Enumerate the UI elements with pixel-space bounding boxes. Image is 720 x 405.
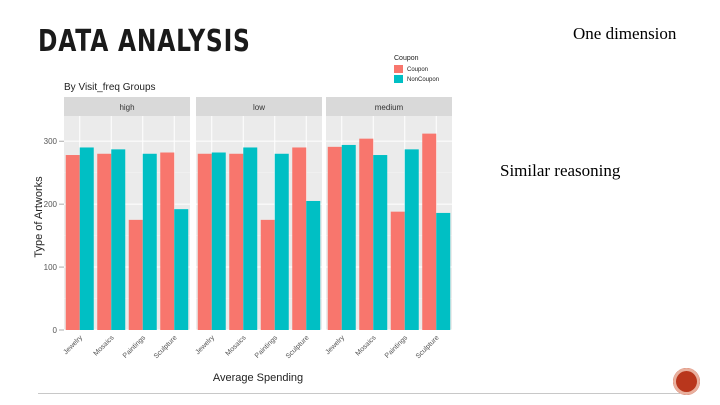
x-tick-label: Jewelry [324, 334, 346, 356]
bar-coupon-high-paintings [128, 219, 143, 330]
x-tick-label: Mosaics [225, 334, 248, 357]
facet-label-low: low [253, 103, 265, 112]
y-tick-label: 300 [44, 137, 58, 146]
legend-entry-coupon: Coupon [407, 67, 428, 73]
footer-divider [38, 393, 680, 394]
facet-strip [326, 97, 452, 116]
y-tick-label: 100 [44, 263, 58, 272]
bar-coupon-medium-paintings [390, 211, 405, 330]
bar-coupon-high-mosaics [97, 153, 112, 330]
y-axis-label: Type of Artworks [33, 176, 45, 258]
x-tick-label: Paintings [254, 334, 280, 360]
bar-noncoupon-medium-paintings [404, 149, 419, 330]
bar-coupon-low-mosaics [229, 153, 244, 330]
next-slide-circle-icon[interactable] [673, 368, 700, 395]
bar-noncoupon-low-sculpture [306, 200, 321, 330]
legend-entry-noncoupon: NonCoupon [407, 77, 439, 83]
chart-subtitle: By Visit_freq Groups [64, 82, 156, 93]
bar-noncoupon-medium-mosaics [373, 155, 388, 330]
facet-strip [64, 97, 190, 116]
side-note-similar-reasoning: Similar reasoning [500, 161, 621, 180]
bar-coupon-low-paintings [260, 219, 275, 330]
x-tick-label: Sculpture [415, 334, 441, 360]
facet-label-medium: medium [375, 103, 404, 112]
facet-label-high: high [119, 103, 134, 112]
x-tick-label: Paintings [122, 334, 148, 360]
bar-coupon-medium-jewelry [327, 146, 342, 330]
legend-swatch-noncoupon [394, 75, 403, 83]
bar-noncoupon-medium-jewelry [341, 144, 356, 330]
facet-strip [196, 97, 322, 116]
x-tick-label: Paintings [384, 334, 410, 360]
bar-coupon-low-jewelry [197, 153, 212, 330]
x-tick-label: Mosaics [355, 334, 378, 357]
x-tick-label: Jewelry [194, 334, 216, 356]
bar-noncoupon-medium-sculpture [436, 212, 451, 330]
legend: Coupon Coupon NonCoupon [394, 55, 439, 83]
bar-noncoupon-high-paintings [142, 153, 157, 330]
legend-title: Coupon [394, 55, 419, 62]
side-note-one-dimension: One dimension [573, 24, 677, 43]
x-axis-label: Average Spending [213, 372, 303, 384]
bar-coupon-medium-mosaics [359, 138, 374, 330]
x-tick-label: Mosaics [93, 334, 116, 357]
bar-noncoupon-high-mosaics [111, 149, 126, 330]
bar-coupon-high-sculpture [160, 152, 175, 330]
bar-coupon-high-jewelry [65, 155, 80, 330]
bar-noncoupon-low-mosaics [243, 147, 258, 330]
bar-coupon-medium-sculpture [422, 133, 437, 330]
bar-noncoupon-high-sculpture [174, 209, 189, 330]
y-tick-label: 200 [44, 200, 58, 209]
bar-noncoupon-low-jewelry [211, 152, 226, 330]
slide-title: DATA ANALYSIS [38, 24, 251, 59]
bar-noncoupon-low-paintings [274, 153, 289, 330]
x-tick-label: Sculpture [153, 334, 179, 360]
y-tick-label: 0 [53, 326, 58, 335]
bar-coupon-low-sculpture [292, 147, 307, 330]
x-tick-label: Sculpture [285, 334, 311, 360]
legend-swatch-coupon [394, 65, 403, 73]
bar-noncoupon-high-jewelry [79, 147, 94, 330]
x-tick-label: Jewelry [62, 334, 84, 356]
